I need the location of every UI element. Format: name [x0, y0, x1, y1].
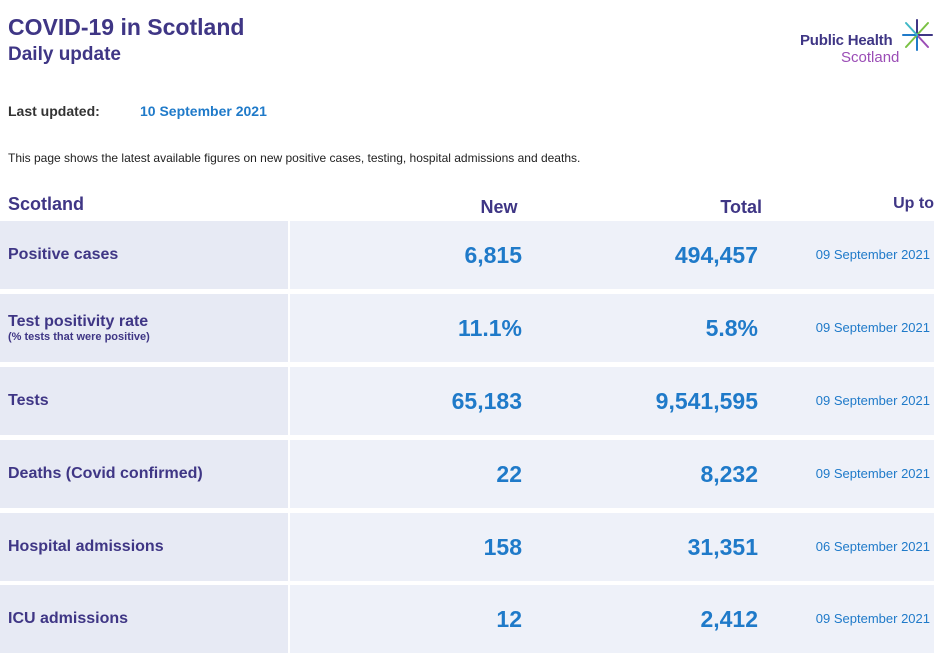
row-value-cell: [290, 367, 934, 435]
row-label-cell: [0, 585, 288, 653]
row-value-cell: [290, 585, 934, 653]
public-health-scotland-logo: Public Health Scotland: [800, 18, 935, 68]
row-label: Deaths (Covid confirmed): [8, 465, 203, 482]
row-total-value: 8,232: [700, 461, 758, 487]
table-row: Test positivity rate (% tests that were …: [0, 294, 934, 362]
intro-text: This page shows the latest available fig…: [8, 151, 581, 165]
row-new-value: 158: [483, 534, 522, 560]
page-subtitle: Daily update: [8, 44, 121, 65]
row-label: Test positivity rate: [8, 313, 149, 330]
page-title: COVID-19 in Scotland: [8, 14, 245, 40]
row-label: Hospital admissions: [8, 538, 164, 555]
row-label: ICU admissions: [8, 610, 129, 627]
row-new-value: 65,183: [451, 388, 522, 414]
row-new-value: 11.1%: [458, 315, 522, 341]
row-value-cell: [290, 294, 934, 362]
row-total-value: 9,541,595: [655, 388, 758, 414]
table-row: ICU admissions 12 2,412 09 September 202…: [0, 585, 934, 653]
table-row: Deaths (Covid confirmed) 22 8,232 09 Sep…: [0, 440, 934, 508]
table-row: Hospital admissions 158 31,351 06 Septem…: [0, 513, 934, 581]
row-label-cell: [0, 367, 288, 435]
row-sublabel: (% tests that were positive): [8, 331, 150, 343]
row-up-to-date: 09 September 2021: [815, 393, 930, 408]
row-up-to-date: 09 September 2021: [815, 466, 930, 481]
star-burst-icon: [902, 19, 933, 51]
row-total-value: 494,457: [674, 242, 758, 268]
last-updated-value: 10 September 2021: [140, 103, 267, 119]
row-label-cell: [0, 440, 288, 508]
row-total-value: 5.8%: [705, 315, 758, 341]
row-total-value: 2,412: [700, 606, 758, 632]
table-row: Positive cases 6,815 494,457 09 Septembe…: [0, 221, 934, 289]
row-up-to-date: 09 September 2021: [815, 611, 930, 626]
row-up-to-date: 09 September 2021: [815, 247, 930, 262]
row-label-cell: [0, 221, 288, 289]
row-label: Tests: [8, 392, 49, 409]
column-header-up-to: Up to: [893, 195, 934, 212]
row-value-cell: [290, 440, 934, 508]
column-header-new: New: [480, 197, 518, 217]
row-value-cell: [290, 221, 934, 289]
row-new-value: 12: [496, 606, 522, 632]
row-label: Positive cases: [8, 246, 119, 263]
logo-line1: Public Health: [800, 32, 893, 49]
row-value-cell: [290, 513, 934, 581]
row-new-value: 22: [496, 461, 522, 487]
row-label-cell: [0, 513, 288, 581]
column-header-region: Scotland: [8, 194, 85, 214]
row-label-cell: [0, 294, 288, 362]
last-updated-label: Last updated:: [8, 103, 100, 119]
table-row: Tests 65,183 9,541,595 09 September 2021: [0, 367, 934, 435]
row-up-to-date: 09 September 2021: [815, 320, 930, 335]
column-header-total: Total: [720, 197, 762, 217]
row-up-to-date: 06 September 2021: [815, 539, 930, 554]
row-total-value: 31,351: [687, 534, 758, 560]
row-new-value: 6,815: [464, 242, 522, 268]
logo-line2: Scotland: [841, 49, 900, 66]
